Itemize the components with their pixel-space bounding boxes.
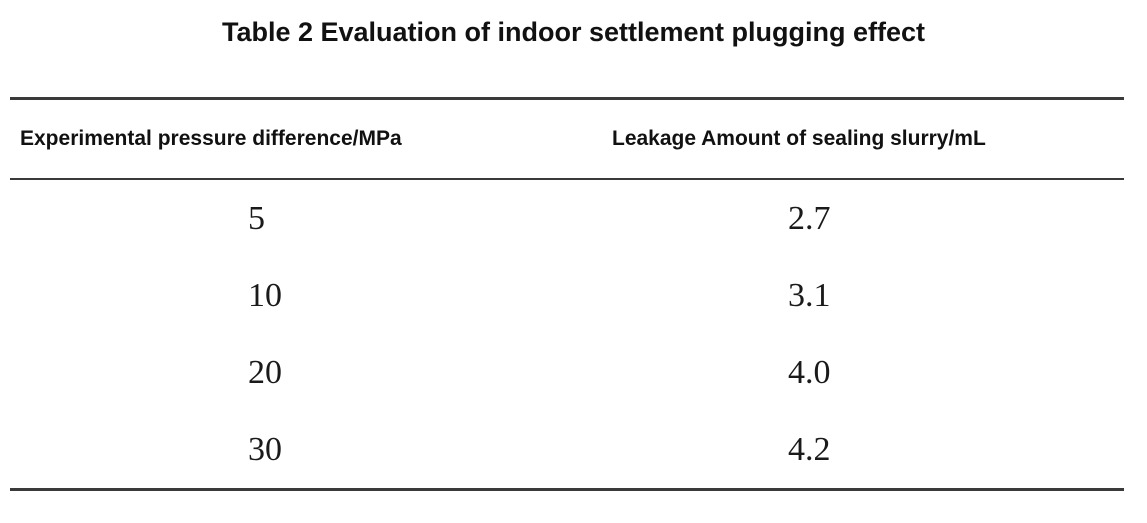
header-row: Experimental pressure difference/MPa Lea… (10, 98, 1124, 179)
cell-leakage: 3.1 (788, 276, 831, 314)
table-title: Table 2 Evaluation of indoor settlement … (221, 17, 926, 47)
cell-leakage: 2.7 (788, 199, 831, 237)
table-row: 5 2.7 (10, 179, 1124, 257)
cell-leakage: 4.0 (788, 353, 831, 391)
header-leakage-amount: Leakage Amount of sealing slurry/mL (612, 127, 986, 150)
cell-leakage: 4.2 (788, 430, 831, 468)
table-header: Experimental pressure difference/MPa Lea… (10, 98, 1124, 179)
data-table: Experimental pressure difference/MPa Lea… (10, 97, 1124, 491)
cell-pressure: 5 (248, 199, 265, 237)
table-row: 30 4.2 (10, 411, 1124, 490)
cell-pressure: 30 (248, 430, 282, 468)
cell-pressure: 10 (248, 276, 282, 314)
data-table-container: Experimental pressure difference/MPa Lea… (10, 97, 1124, 491)
header-pressure-difference: Experimental pressure difference/MPa (20, 127, 402, 150)
table-body: 5 2.7 10 3.1 20 4.0 30 4.2 (10, 179, 1124, 490)
table-row: 20 4.0 (10, 334, 1124, 411)
cell-pressure: 20 (248, 353, 282, 391)
table-row: 10 3.1 (10, 257, 1124, 334)
